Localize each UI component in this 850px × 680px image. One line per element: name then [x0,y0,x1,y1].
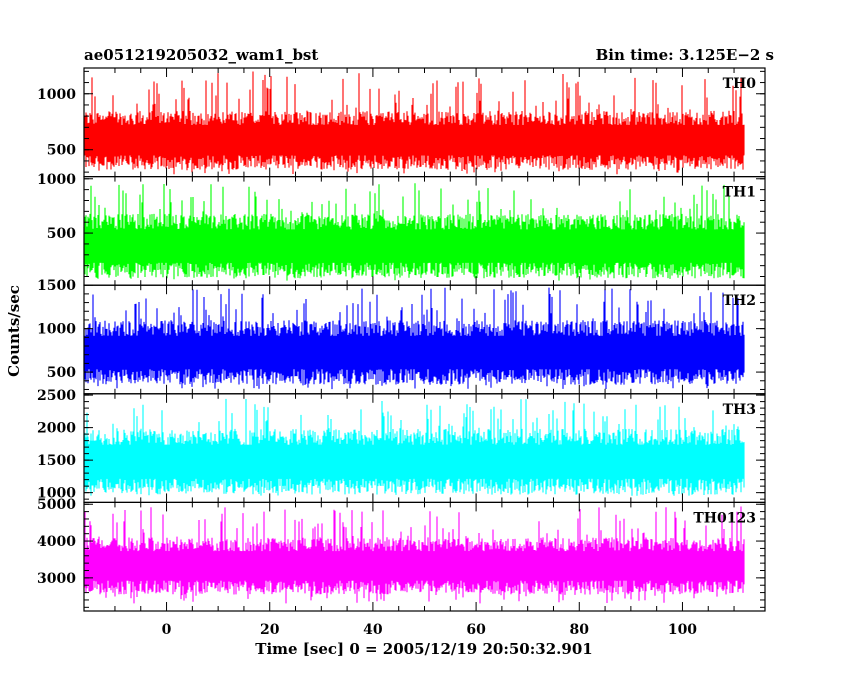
y-tick-label: 1000 [37,322,76,338]
panel-th0: 500 1000 TH0 [37,67,766,178]
y-tick-label: 2000 [37,421,76,437]
y-tick-label: 3000 [37,571,76,587]
y-tick-label: 1000 [37,172,76,188]
series-label-th3: TH3 [723,402,756,418]
x-tick-label: 40 [363,622,383,638]
x-tick-label: 80 [570,622,590,638]
y-tick-label: 1000 [37,87,76,103]
panel-th3: 1000 1500 2000 2500 TH3 [37,388,766,503]
series-label-th2: TH2 [723,293,756,309]
y-tick-label: 1500 [37,453,76,469]
bin-time-label: Bin time: 3.125E−2 s [596,46,774,64]
panels-group: 5001000TH05001000TH150010001500TH2100015… [37,67,766,638]
y-tick-label: 4000 [37,534,76,550]
x-tick-label: 100 [668,622,697,638]
x-tick-label: 20 [260,622,280,638]
y-tick-label: 1500 [37,278,76,294]
y-axis-label: Counts/sec [5,285,23,377]
series-label-th0: TH0 [723,76,757,92]
series-label-th1: TH1 [723,185,756,201]
y-tick-label: 2500 [37,388,76,404]
y-tick-label: 500 [47,365,76,381]
chart-title: ae051219205032_wam1_bst [84,46,318,64]
panel-th1: 500 1000 TH1 [37,172,766,286]
x-tick-label: 0 [162,622,172,638]
panel-th0123: 3000 4000 5000 TH0123 [37,497,766,612]
series-band-th0 [84,124,745,156]
series-band-th0123 [84,551,745,581]
y-tick-label: 1000 [37,486,76,502]
series-trace-th0 [83,71,745,175]
series-label-th0123: TH0123 [693,510,756,526]
series-band-th3 [84,444,745,479]
panel-th2: 500 1000 1500 TH2 [37,278,766,395]
panel-frame [83,501,766,612]
y-tick-label: 500 [47,226,76,242]
series-band-th2 [84,335,745,370]
y-tick-label: 5000 [37,497,76,513]
x-tick-label: 60 [466,622,486,638]
y-tick-label: 500 [47,143,76,159]
x-axis-label: Time [sec] 0 = 2005/12/19 20:50:32.901 [255,640,592,658]
series-band-th1 [84,229,745,263]
